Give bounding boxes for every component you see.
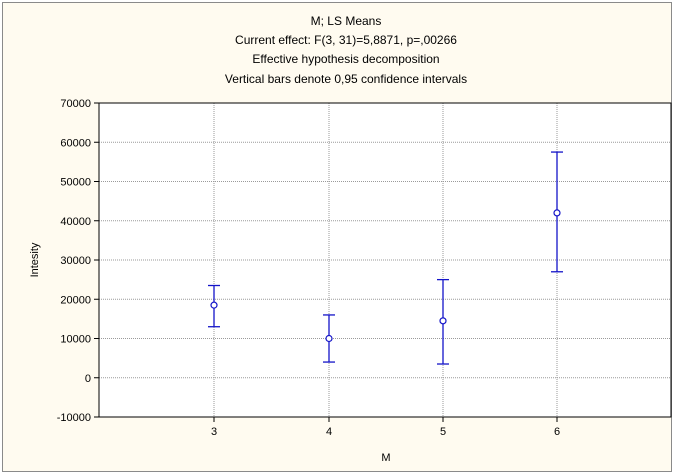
y-tick-label: -10000: [57, 412, 91, 424]
y-axis-title: Intesity: [29, 242, 41, 277]
x-tick-label: 5: [440, 426, 446, 438]
x-axis-title: M: [381, 452, 390, 464]
chart-title-line: M; LS Means: [311, 14, 382, 28]
chart-title-line: Effective hypothesis decomposition: [252, 52, 439, 66]
y-tick-label: 0: [85, 373, 91, 385]
x-tick-label: 4: [326, 426, 332, 438]
y-tick-label: 10000: [60, 334, 91, 346]
plot-border: [98, 102, 672, 418]
mean-point: [325, 334, 333, 343]
mean-point: [439, 317, 447, 325]
y-tick-label: 20000: [60, 294, 91, 306]
y-tick-label: 60000: [60, 137, 91, 149]
x-tick-label: 6: [554, 426, 560, 438]
chart-title-line: Vertical bars denote 0,95 confidence int…: [225, 72, 467, 86]
chart-title-line: Current effect: F(3, 31)=5,8871, p=,0026…: [235, 33, 457, 47]
y-tick-label: 30000: [60, 255, 91, 267]
y-tick-label: 70000: [60, 98, 91, 110]
x-tick-label: 3: [211, 426, 217, 438]
mean-point: [553, 209, 561, 217]
y-tick-label: 40000: [60, 216, 91, 228]
mean-point: [210, 301, 218, 309]
y-tick-label: 50000: [60, 177, 91, 189]
